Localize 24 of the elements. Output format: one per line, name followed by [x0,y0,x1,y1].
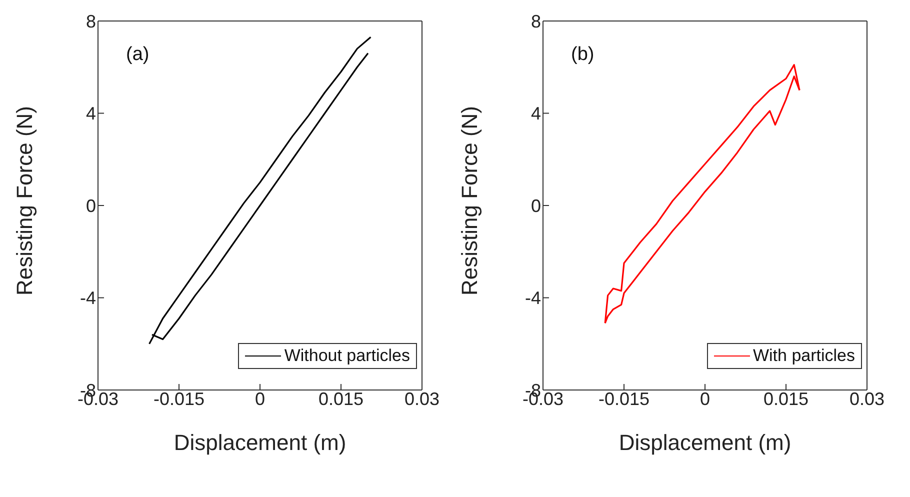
x-tick-label: 0.03 [849,388,885,409]
x-tick-label: 0.015 [763,388,809,409]
x-axis-title: Displacement (m) [618,430,792,455]
legend-label: With particles [752,346,855,366]
x-axis-title: Displacement (m) [174,430,346,455]
annotation: (a) [126,44,150,66]
x-tick-label: -0.015 [598,388,650,409]
y-axis-title: Resisting Force (N) [456,106,482,296]
annotation: (b) [571,44,594,66]
y-tick-label: 8 [86,11,96,32]
y-tick-label: -4 [80,288,96,308]
y-tick-label: -4 [524,288,541,308]
y-tick-label: 4 [530,104,541,124]
x-tick-label: 0 [700,388,710,409]
x-tick-label: 0.015 [318,388,364,409]
x-tick-label: 0.03 [404,388,440,409]
y-axis-title: Resisting Force (N) [12,106,37,296]
y-tick-label: 0 [530,196,541,216]
x-tick-label: -0.015 [153,388,205,409]
legend-label: Without particles [284,346,410,366]
x-tick-label: 0 [254,388,266,409]
y-tick-label: 0 [86,196,96,216]
y-tick-label: 8 [530,11,541,32]
y-tick-label: 4 [86,104,96,124]
